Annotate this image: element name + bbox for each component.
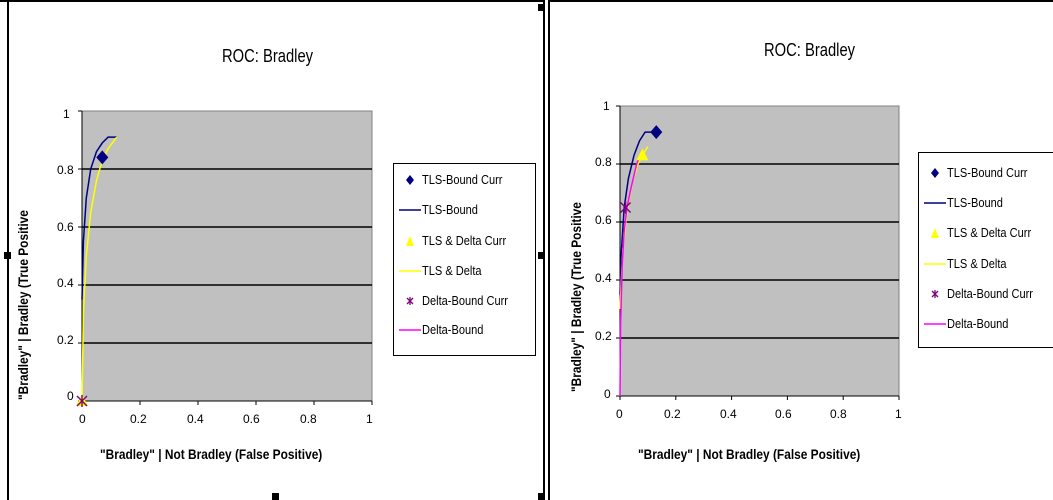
chart-title: ROC: Bradley: [222, 46, 314, 66]
y-tick-label: 0.6: [57, 220, 74, 234]
chart-panel-left[interactable]: ROC: Bradley "Bradley" | Bradley (True P…: [0, 0, 545, 500]
line-swatch-icon: [924, 202, 946, 204]
legend-label: TLS & Delta: [422, 263, 482, 278]
x-tick-label: 0.8: [830, 407, 847, 421]
data-point-star: [76, 395, 88, 407]
star-marker-icon: [931, 290, 939, 298]
x-tick-label: 0: [616, 407, 623, 421]
x-tick-label: 1: [895, 407, 902, 421]
data-point-diamond: [96, 150, 109, 165]
legend-item: TLS & Delta: [394, 262, 535, 280]
legend-item: TLS-Bound: [919, 194, 1053, 212]
triangle-marker-icon: [931, 228, 939, 238]
panel-border-left: [7, 0, 9, 500]
legend-item: Delta-Bound Curr: [919, 285, 1053, 303]
series-line: [619, 131, 657, 295]
x-tick-label: 0.4: [720, 407, 737, 421]
legend-label: TLS & Delta Curr: [422, 233, 507, 248]
legend-item: TLS & Delta: [919, 255, 1053, 273]
legend-label: TLS & Delta: [947, 256, 1007, 271]
y-axis-label: "Bradley" | Bradley (True Positive: [15, 210, 31, 400]
y-tick-label: 0.4: [595, 271, 612, 285]
diamond-marker-icon: [931, 168, 939, 178]
line-swatch-icon: [399, 270, 421, 272]
legend-item: Delta-Bound Curr: [394, 292, 535, 310]
data-point-star: [620, 201, 632, 214]
legend-label: TLS & Delta Curr: [947, 225, 1032, 240]
panel-border-top: [0, 0, 545, 2]
x-axis-label: "Bradley" | Not Bradley (False Positive): [100, 446, 323, 462]
y-tick-label: 0: [604, 387, 611, 401]
resize-handle[interactable]: [272, 493, 279, 500]
resize-handle[interactable]: [538, 4, 545, 11]
legend-label: TLS-Bound: [947, 195, 1003, 210]
y-tick-label: 0.2: [57, 333, 74, 347]
resize-handle[interactable]: [538, 493, 545, 500]
legend-item: TLS & Delta Curr: [919, 224, 1053, 242]
legend-item: Delta-Bound: [394, 321, 535, 339]
legend-item: TLS & Delta Curr: [394, 232, 535, 250]
y-tick-label: 0.8: [595, 155, 612, 169]
legend: TLS-Bound Curr TLS-Bound TLS & Delta Cur…: [918, 152, 1053, 348]
legend-item: Delta-Bound: [919, 315, 1053, 333]
panel-border-top: [548, 0, 1053, 2]
line-swatch-icon: [399, 209, 421, 211]
legend-label: Delta-Bound Curr: [947, 286, 1033, 301]
panel-border-right: [543, 0, 545, 500]
resize-handle[interactable]: [538, 252, 545, 259]
y-tick-label: 1: [603, 99, 610, 113]
series-line: [81, 136, 118, 402]
legend-label: TLS-Bound: [422, 202, 478, 217]
plot-background: [619, 105, 900, 397]
legend-item: TLS-Bound Curr: [919, 164, 1053, 182]
plot-area: [76, 110, 373, 407]
data-point-diamond: [650, 125, 663, 140]
legend-item: TLS-Bound: [394, 201, 535, 219]
y-axis-label: "Bradley" | Bradley (True Positive: [568, 202, 584, 392]
resize-handle[interactable]: [4, 252, 11, 259]
triangle-marker-icon: [406, 236, 414, 246]
star-marker-icon: [406, 297, 414, 305]
diamond-marker-icon: [406, 175, 414, 185]
legend-item: TLS-Bound Curr: [394, 171, 535, 189]
y-tick-label: 0.8: [57, 163, 74, 177]
series-line: [619, 149, 643, 397]
legend-label: TLS-Bound Curr: [422, 172, 503, 187]
x-tick-label: 0.2: [130, 412, 147, 426]
x-tick-label: 0.4: [187, 412, 204, 426]
legend-label: Delta-Bound: [422, 322, 484, 337]
y-tick-label: 0.4: [57, 276, 74, 290]
line-swatch-icon: [924, 263, 946, 265]
legend: TLS-Bound Curr TLS-Bound TLS & Delta Cur…: [393, 163, 536, 356]
data-point-triangle: [636, 148, 649, 161]
legend-label: Delta-Bound: [947, 316, 1009, 331]
chart-panel-right[interactable]: ROC: Bradley "Bradley" | Bradley (True P…: [548, 0, 1053, 500]
series-line: [81, 136, 117, 300]
x-tick-label: 0.8: [300, 412, 317, 426]
chart-title: ROC: Bradley: [764, 40, 856, 60]
y-tick-label: 1: [63, 107, 70, 121]
y-tick-label: 0.6: [595, 213, 612, 227]
panel-border-left: [548, 0, 550, 500]
x-axis-label: "Bradley" | Not Bradley (False Positive): [638, 446, 861, 462]
line-swatch-icon: [399, 329, 421, 331]
y-tick-label: 0.2: [595, 329, 612, 343]
plot-background: [81, 110, 373, 402]
x-tick-label: 0.2: [664, 407, 681, 421]
x-tick-label: 0.6: [775, 407, 792, 421]
legend-label: TLS-Bound Curr: [947, 165, 1028, 180]
x-tick-label: 0.6: [243, 412, 260, 426]
x-tick-label: 1: [366, 412, 373, 426]
plot-area: [616, 105, 900, 400]
line-swatch-icon: [924, 323, 946, 325]
y-tick-label: 0: [67, 389, 74, 403]
x-tick-label: 0: [79, 412, 86, 426]
legend-label: Delta-Bound Curr: [422, 293, 508, 308]
